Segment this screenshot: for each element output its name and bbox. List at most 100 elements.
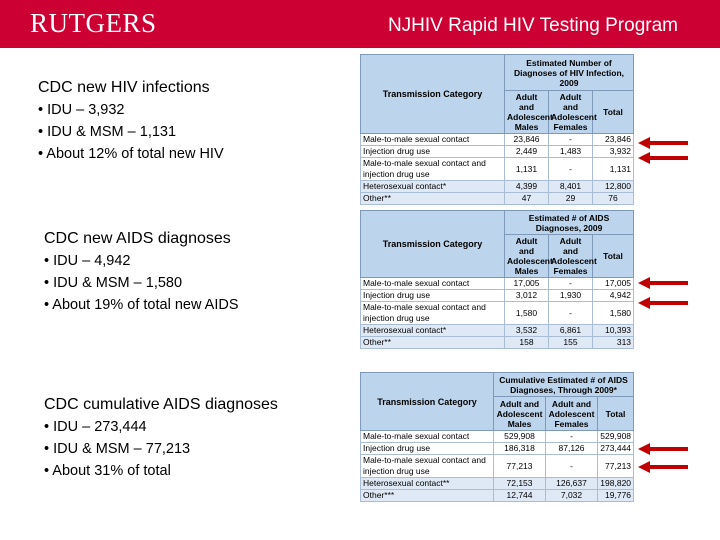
table-row: Heterosexual contact* 3,532 6,861 10,393 (360, 324, 635, 337)
table-cell: 72,153 (493, 477, 546, 490)
table-cell: - (548, 157, 593, 181)
table-cell: 3,532 (504, 324, 549, 337)
table-cell: - (545, 454, 598, 478)
table-sub-header: Adult and Adolescent Males (493, 396, 546, 431)
table-cell: 529,908 (493, 430, 546, 443)
table-cell: 10,393 (591, 324, 635, 337)
red-arrow-icon (638, 137, 688, 149)
bullet-item: • IDU & MSM – 1,131 (38, 124, 177, 140)
bullet-list: • IDU – 4,942 • IDU & MSM – 1,580 • Abou… (44, 250, 239, 316)
table-sub-header: Adult and Adolescent Females (548, 90, 597, 134)
table-row: Other** 47 29 76 (360, 192, 635, 205)
table-cell: Male-to-male sexual contact and injectio… (360, 301, 505, 325)
table-cell: 155 (548, 336, 593, 349)
table-cell: - (545, 430, 598, 443)
table-cell: Other** (360, 192, 505, 205)
table-cell: 529,908 (596, 430, 635, 443)
table-cell: Injection drug use (360, 145, 505, 158)
bullet-item: • IDU & MSM – 1,580 (44, 275, 183, 291)
table-cell: 12,800 (591, 180, 635, 193)
bullet-item: • About 19% of total new AIDS (44, 297, 239, 313)
table-row: Male-to-male sexual contact and injectio… (360, 454, 635, 478)
bullet-item: • IDU – 3,932 (38, 102, 125, 118)
table-cell: Male-to-male sexual contact and injectio… (360, 454, 494, 478)
table-cell: 1,930 (548, 289, 593, 302)
data-table: Transmission Category Cumulative Estimat… (360, 372, 635, 502)
table-sub-header: Total (591, 234, 635, 278)
table-cell: 313 (591, 336, 635, 349)
table-cell: 2,449 (504, 145, 549, 158)
table-cell: 29 (548, 192, 593, 205)
table-cell: 47 (504, 192, 549, 205)
table-cell: 76 (591, 192, 635, 205)
table-cell: 87,126 (545, 442, 598, 455)
table-cell: - (548, 277, 593, 290)
table-row: Injection drug use 3,012 1,930 4,942 (360, 289, 635, 302)
red-arrow-icon (638, 277, 688, 289)
table-row: Injection drug use 2,449 1,483 3,932 (360, 145, 635, 158)
table-cell: 23,846 (504, 133, 549, 146)
table-cell: 186,318 (493, 442, 546, 455)
table-cell: 126,637 (545, 477, 598, 490)
table-cell: 158 (504, 336, 549, 349)
table-row: Male-to-male sexual contact 17,005 - 17,… (360, 277, 635, 290)
table-cell: Other** (360, 336, 505, 349)
table-cell: 3,012 (504, 289, 549, 302)
table-cell: 198,820 (596, 477, 635, 490)
table-row: Injection drug use 186,318 87,126 273,44… (360, 442, 635, 455)
table-cell: 1,483 (548, 145, 593, 158)
table-cell: Heterosexual contact** (360, 477, 494, 490)
table-cell: 6,861 (548, 324, 593, 337)
red-arrow-icon (638, 461, 688, 473)
table-cell: 17,005 (591, 277, 635, 290)
bullet-list: • IDU – 3,932 • IDU & MSM – 1,131 • Abou… (38, 99, 224, 165)
table-row: Other** 158 155 313 (360, 336, 635, 349)
table-row: Male-to-male sexual contact 23,846 - 23,… (360, 133, 635, 146)
table-row: Male-to-male sexual contact and injectio… (360, 301, 635, 325)
section-title: CDC new HIV infections (38, 79, 210, 96)
table-row: Heterosexual contact** 72,153 126,637 19… (360, 477, 635, 490)
table-cell: Heterosexual contact* (360, 324, 505, 337)
table-sub-header: Adult and Adolescent Males (504, 234, 553, 278)
program-title: NJHIV Rapid HIV Testing Program (387, 15, 678, 36)
table-cell: Male-to-male sexual contact (360, 133, 505, 146)
header-bar: RUTGERS NJHIV Rapid HIV Testing Program (0, 0, 720, 48)
table-cell: Male-to-male sexual contact (360, 277, 505, 290)
table-cell: 77,213 (493, 454, 546, 478)
table-sub-header: Adult and Adolescent Males (504, 90, 553, 134)
rutgers-logo: RUTGERS (30, 8, 157, 38)
table-cell: Injection drug use (360, 289, 505, 302)
table-row: Other*** 12,744 7,032 19,776 (360, 489, 635, 502)
table-row: Heterosexual contact* 4,399 8,401 12,800 (360, 180, 635, 193)
table-cell: Other*** (360, 489, 494, 502)
table-row: Male-to-male sexual contact and injectio… (360, 157, 635, 181)
table-cell: - (548, 301, 593, 325)
table-group-header: Estimated Number of Diagnoses of HIV Inf… (503, 54, 635, 91)
red-arrow-icon (638, 152, 688, 164)
table-group-header: Cumulative Estimated # of AIDS Diagnoses… (492, 372, 635, 397)
table-cell: 17,005 (504, 277, 549, 290)
table-cell: Male-to-male sexual contact (360, 430, 494, 443)
bullet-item: • About 12% of total new HIV (38, 146, 224, 162)
table-sub-header: Total (596, 396, 635, 431)
red-arrow-icon (638, 443, 688, 455)
table-cell: 3,932 (591, 145, 635, 158)
table-col-header: Transmission Category (360, 54, 505, 134)
table-cell: 7,032 (545, 489, 598, 502)
table-cell: 77,213 (596, 454, 635, 478)
table-cell: Male-to-male sexual contact and injectio… (360, 157, 505, 181)
table-cell: Injection drug use (360, 442, 494, 455)
table-cell: 4,942 (591, 289, 635, 302)
bullet-item: • IDU – 4,942 (44, 253, 131, 269)
bullet-item: • About 31% of total (44, 463, 171, 479)
table-col-header: Transmission Category (360, 372, 494, 431)
table-cell: 1,131 (591, 157, 635, 181)
table-group-header: Estimated # of AIDS Diagnoses, 2009 (503, 210, 635, 235)
table-cell: 19,776 (596, 489, 635, 502)
table-cell: Heterosexual contact* (360, 180, 505, 193)
table-sub-header: Total (591, 90, 635, 134)
table-cell: 8,401 (548, 180, 593, 193)
red-arrow-icon (638, 297, 688, 309)
table-sub-header: Adult and Adolescent Females (545, 396, 598, 431)
table-row: Male-to-male sexual contact 529,908 - 52… (360, 430, 635, 443)
